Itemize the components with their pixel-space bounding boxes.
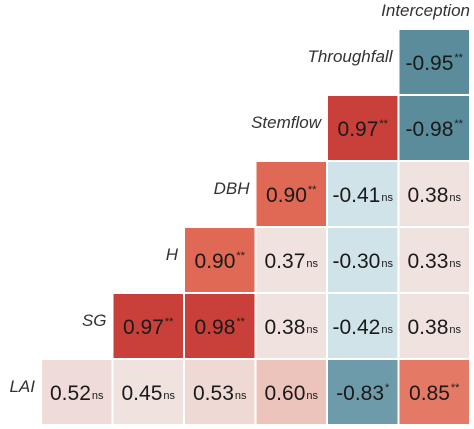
variable-label-h: H — [166, 245, 179, 264]
significance-marker: ** — [379, 118, 388, 130]
heatmap-cell-dbh-stemflow — [256, 162, 326, 226]
cell-value: 0.85 — [409, 382, 450, 405]
cell-value-label: -0.30ns — [333, 250, 394, 273]
cell-value: 0.53 — [193, 382, 234, 405]
heatmap-cell-sg-interception — [399, 294, 469, 358]
cell-value-label: 0.97** — [123, 316, 174, 339]
cell-value: -0.83 — [336, 382, 384, 405]
cell-value-label: -0.42ns — [333, 316, 394, 339]
significance-marker: ns — [381, 324, 393, 336]
cell-value: -0.41 — [333, 184, 381, 207]
cell-value: 0.98 — [195, 316, 236, 339]
heatmap-cell-throughfall-interception — [399, 30, 469, 94]
cell-value-label: 0.38ns — [265, 316, 319, 339]
cell-value: 0.60 — [265, 382, 306, 405]
variable-label-stemflow: Stemflow — [251, 113, 323, 132]
cell-value: 0.45 — [122, 382, 163, 405]
cell-value-label: 0.60ns — [265, 382, 319, 405]
heatmap-cell-lai-dbh — [185, 360, 255, 424]
significance-marker: ns — [163, 390, 175, 402]
cell-value-label: 0.97** — [338, 118, 389, 141]
cell-value: 0.90 — [266, 184, 307, 207]
cell-value: 0.38 — [408, 316, 449, 339]
cell-value: 0.38 — [408, 184, 449, 207]
heatmap-cell-dbh-interception — [399, 162, 469, 226]
cell-value: -0.95 — [406, 52, 454, 75]
heatmap-cell-stemflow-interception — [399, 96, 469, 160]
cell-value-label: 0.33ns — [408, 250, 462, 273]
cell-value-label: 0.53ns — [193, 382, 247, 405]
heatmap-cell-lai-h — [113, 360, 183, 424]
significance-marker: ns — [449, 258, 461, 270]
cell-value: -0.30 — [333, 250, 381, 273]
heatmap-cell-sg-throughfall — [328, 294, 398, 358]
significance-marker: ** — [236, 316, 245, 328]
significance-marker: ** — [454, 118, 463, 130]
cell-value-label: 0.98** — [195, 316, 246, 339]
significance-marker: * — [385, 382, 390, 394]
cell-value-label: 0.38ns — [408, 316, 462, 339]
variable-label-dbh: DBH — [214, 179, 251, 198]
heatmap-cell-h-throughfall — [328, 228, 398, 292]
significance-marker: ns — [306, 324, 318, 336]
significance-marker: ns — [449, 192, 461, 204]
cell-value-label: 0.85** — [409, 382, 460, 405]
heatmap-cell-stemflow-throughfall — [328, 96, 398, 160]
significance-marker: ns — [381, 258, 393, 270]
variable-labels: Interception Throughfall Stemflow DBH H SG LAI — [9, 1, 470, 396]
cell-value-label: 0.90** — [195, 250, 246, 273]
cell-value-label: -0.98** — [406, 118, 464, 141]
cell-value: 0.97 — [338, 118, 379, 141]
significance-marker: ns — [306, 390, 318, 402]
significance-marker: ns — [306, 258, 318, 270]
variable-label-interception: Interception — [381, 1, 470, 20]
heatmap-cell-dbh-throughfall — [328, 162, 398, 226]
significance-marker: ** — [454, 52, 463, 64]
cell-value: 0.90 — [195, 250, 236, 273]
significance-marker: ** — [165, 316, 174, 328]
cell-value: 0.37 — [265, 250, 306, 273]
heatmap-cell-lai-interception — [399, 360, 469, 424]
variable-label-sg: SG — [82, 311, 107, 330]
cell-value: 0.33 — [408, 250, 449, 273]
heatmap-cell-lai-sg — [42, 360, 112, 424]
cell-value: 0.52 — [50, 382, 91, 405]
heatmap-cell-sg-stemflow — [256, 294, 326, 358]
cell-value-label: 0.45ns — [122, 382, 176, 405]
significance-marker: ** — [308, 184, 317, 196]
heatmap-cell-lai-throughfall — [328, 360, 398, 424]
cell-value-label: -0.83* — [336, 382, 390, 405]
significance-marker: ** — [236, 250, 245, 262]
cell-value-label: -0.95** — [406, 52, 464, 75]
cell-value: 0.97 — [123, 316, 164, 339]
heatmap-cell-sg-h — [113, 294, 183, 358]
cell-value: 0.38 — [265, 316, 306, 339]
cell-value-label: 0.37ns — [265, 250, 319, 273]
heatmap-cell-h-dbh — [185, 228, 255, 292]
cell-value-label: 0.90** — [266, 184, 317, 207]
significance-marker: ns — [449, 324, 461, 336]
significance-marker: ns — [381, 192, 393, 204]
cell-value: -0.42 — [333, 316, 381, 339]
cell-value-label: 0.52ns — [50, 382, 104, 405]
significance-marker: ns — [235, 390, 247, 402]
heatmap-cell-h-interception — [399, 228, 469, 292]
heatmap-cell-h-stemflow — [256, 228, 326, 292]
significance-marker: ns — [92, 390, 104, 402]
cell-value: -0.98 — [406, 118, 454, 141]
significance-marker: ** — [451, 382, 460, 394]
cell-value-label: 0.38ns — [408, 184, 462, 207]
heatmap-cell-sg-dbh — [185, 294, 255, 358]
heatmap-cell-lai-stemflow — [256, 360, 326, 424]
variable-label-lai: LAI — [9, 377, 35, 396]
variable-label-throughfall: Throughfall — [307, 47, 393, 66]
cell-value-label: -0.41ns — [333, 184, 394, 207]
heatmap-cells: -0.95**0.97** -0.98**0.90** -0.41ns 0.38ns0… — [42, 30, 469, 424]
